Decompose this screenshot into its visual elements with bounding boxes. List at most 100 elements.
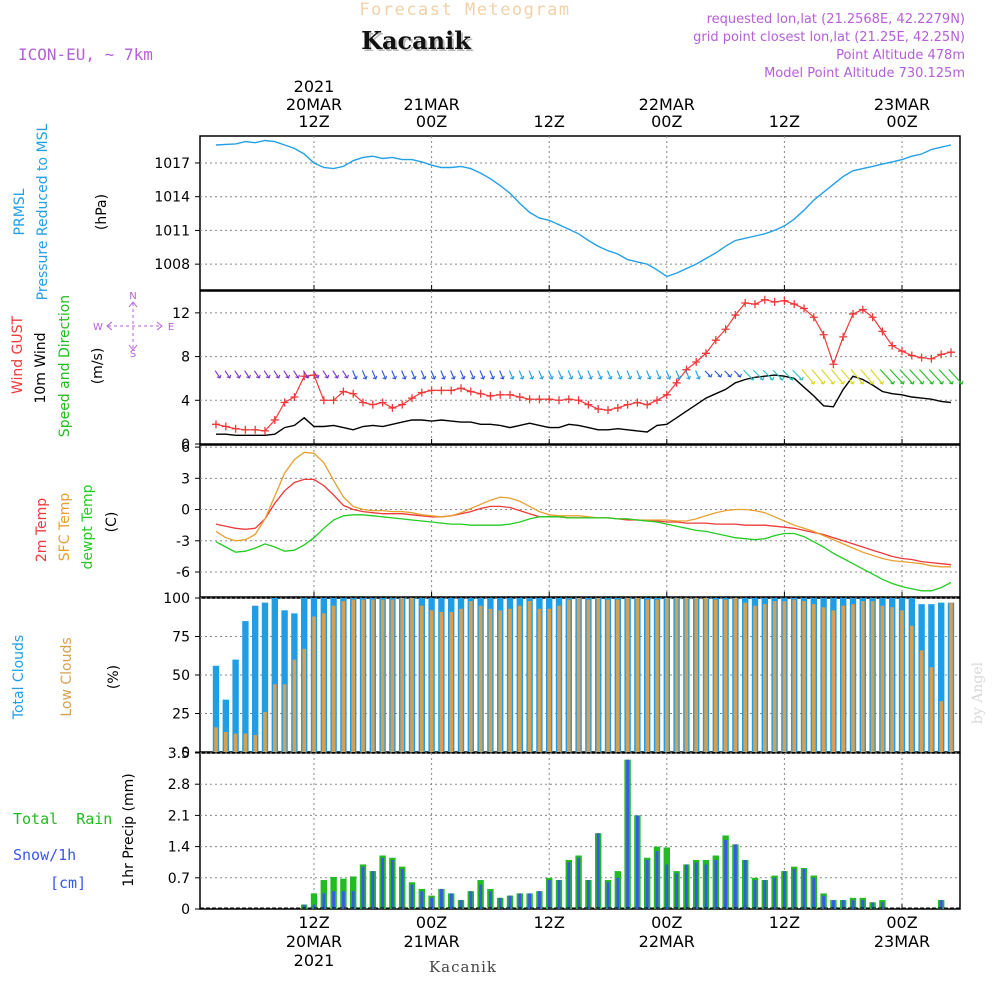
wind-direction-arrow <box>234 370 241 379</box>
wind-direction-arrow <box>909 369 924 385</box>
wind-direction-arrow <box>401 370 406 380</box>
pressure-msl-label: Pressure Reduced to MSL <box>35 123 51 300</box>
wind-arrow-head <box>344 374 349 379</box>
low-cloud-bar <box>939 701 943 752</box>
gust-marker <box>555 396 563 405</box>
wind-arrow-head <box>382 375 388 380</box>
low-cloud-bar <box>449 611 453 752</box>
snow-bar <box>841 900 845 909</box>
top-title: Forecast Meteogram <box>359 0 570 20</box>
low-clouds-label: Low Clouds <box>59 637 75 716</box>
low-cloud-bar <box>792 599 796 752</box>
snow-bar <box>410 884 414 909</box>
y-tick-label: 1008 <box>154 257 190 273</box>
wind-arrow-head <box>727 373 733 378</box>
low-cloud-bar <box>714 599 718 752</box>
gust-marker <box>829 360 838 369</box>
gust-marker <box>231 424 240 433</box>
wind-direction-arrow <box>567 370 573 380</box>
wind-direction-arrow <box>879 369 894 385</box>
snow-bar <box>440 888 443 909</box>
precip-ylabel: 1hr Precip (mm) <box>121 773 137 886</box>
low-cloud-bar <box>537 608 542 752</box>
y-tick-label: 75 <box>172 630 190 646</box>
snow-bar <box>763 880 767 909</box>
total-cloud-bar <box>212 665 220 752</box>
snow-bar <box>498 897 502 909</box>
wind-direction-arrow <box>675 370 681 380</box>
gust-marker <box>672 378 681 387</box>
wind-arrow-head <box>411 375 417 380</box>
low-cloud-bar <box>900 610 904 752</box>
panel-frame <box>199 444 961 598</box>
gust-marker <box>868 313 877 322</box>
wind-direction-arrow <box>899 369 914 385</box>
compass-e: E <box>168 322 174 333</box>
snow-bar <box>822 895 825 909</box>
wind-arrow-head <box>490 375 495 380</box>
prmsl-label: PRMSL <box>12 188 28 235</box>
gust-marker <box>496 390 505 399</box>
low-cloud-bar <box>547 608 551 752</box>
wind-direction-arrow <box>646 370 651 380</box>
y-tick-label: 25 <box>172 707 190 723</box>
snow-bar <box>939 900 943 909</box>
low-cloud-bar <box>763 604 767 752</box>
wind-dir-label: Speed and Direction <box>57 295 73 437</box>
y-tick-label: 2.8 <box>168 777 190 793</box>
precip-panel: 0 0.7 1.4 2.1 2.8 3.5 <box>168 746 961 918</box>
total-cloud-bar <box>281 610 288 752</box>
gust-marker <box>212 420 220 429</box>
snow-bar <box>881 902 884 909</box>
panel-frame <box>199 290 961 445</box>
gust-marker <box>917 353 926 362</box>
total-cloud-bar <box>242 621 249 752</box>
wind-direction-arrow <box>430 370 436 380</box>
wind-direction-arrow <box>263 370 270 379</box>
wind-arrow-head <box>909 380 915 385</box>
low-cloud-bar <box>292 659 297 752</box>
gust-marker <box>721 325 730 334</box>
bottom-date-label: 23MAR <box>874 932 930 951</box>
snow-bar <box>489 891 492 909</box>
gust-marker <box>800 304 808 313</box>
low-cloud-bar <box>753 605 757 752</box>
wind-direction-arrow <box>557 370 563 380</box>
total-cloud-bar <box>232 659 239 752</box>
gust-marker <box>329 396 338 405</box>
low-cloud-bar <box>821 607 826 752</box>
gust-marker <box>907 351 916 360</box>
compass-icon: N S W E <box>93 291 174 360</box>
low-cloud-bar <box>243 733 248 752</box>
point-altitude: Point Altitude 478m <box>836 48 965 63</box>
wind-arrow-head <box>529 375 535 380</box>
gust-marker <box>241 425 250 434</box>
wind-arrow-head <box>275 374 281 379</box>
wind-direction-arrow <box>860 369 874 385</box>
wind-arrow-head <box>421 375 427 380</box>
gust-marker <box>457 384 465 393</box>
wind-arrow-head <box>840 380 845 385</box>
gust-marker <box>447 386 456 395</box>
precip-panel-labels: Total Rain Snow/1h [cm] 1hr Precip (mm) <box>13 773 137 892</box>
gust-marker <box>417 388 426 397</box>
top-time-label: 00Z <box>886 112 917 131</box>
wind-arrow-head <box>820 380 826 385</box>
temperature-panel: -6 -3 0 3 6 <box>176 440 961 598</box>
bottom-time-label: 12Z <box>534 913 565 932</box>
wind-direction-arrow <box>850 369 864 385</box>
wind-speed-line <box>216 374 952 436</box>
wind-direction-arrow <box>440 370 445 380</box>
snow-bar <box>538 891 541 909</box>
wind-direction-arrow <box>655 370 661 380</box>
snow-bar <box>832 900 835 909</box>
wind-arrow-head <box>568 375 574 380</box>
wind-arrow-head <box>676 375 682 380</box>
bottom-time-label: 12Z <box>769 913 800 932</box>
y-tick-label: 12 <box>172 306 190 322</box>
wind-arrow-head <box>900 380 905 385</box>
low-cloud-bar <box>361 599 365 752</box>
header: Forecast Meteogram Kacanik Kacanik ICON-… <box>18 0 965 81</box>
wind-direction-arrow <box>391 370 396 380</box>
snow-bar <box>361 866 365 909</box>
